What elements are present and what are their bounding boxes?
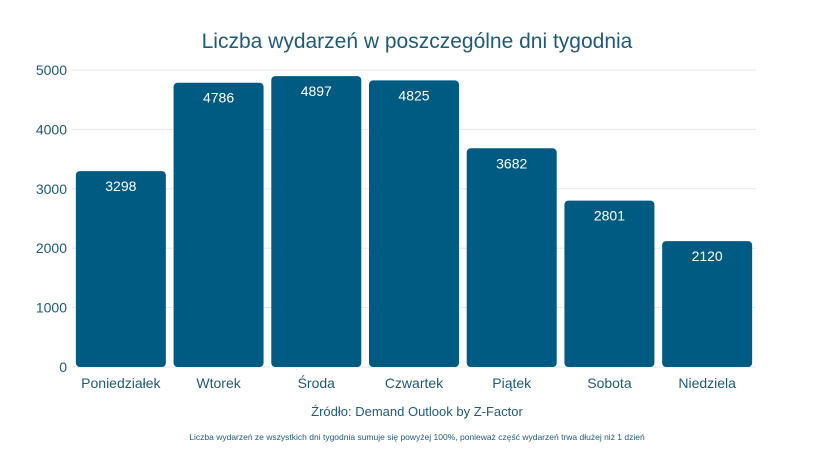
y-tick-label: 0 — [59, 359, 67, 375]
footnote: Liczba wydarzeń ze wszystkich dni tygodn… — [189, 432, 645, 442]
bar-value-label: 3682 — [496, 155, 527, 171]
y-tick-label: 2000 — [36, 240, 67, 256]
x-axis-labels: Poniedziałek Wtorek Środa Czwartek Piątek Sob… — [81, 374, 736, 391]
bar — [173, 82, 264, 367]
source-note: Źródło: Demand Outlook by Z-Factor — [311, 404, 523, 419]
y-tick-label: 5000 — [36, 62, 67, 78]
y-tick-label: 3000 — [36, 181, 67, 197]
bar — [564, 200, 655, 367]
bar-value-label: 4825 — [398, 87, 429, 103]
value-labels: 3298 4786 4897 4825 3682 2801 2120 — [105, 83, 723, 264]
bar-value-label: 2120 — [692, 248, 723, 264]
x-tick-label: Czwartek — [385, 375, 444, 391]
chart-title: Liczba wydarzeń w poszczególne dni tygod… — [202, 30, 633, 53]
bar-value-label: 4786 — [203, 90, 234, 106]
bar-value-label: 3298 — [105, 178, 136, 194]
bar — [369, 80, 459, 368]
y-tick-label: 4000 — [36, 121, 67, 137]
x-tick-label: Piątek — [492, 375, 532, 391]
bar-value-label: 4897 — [301, 83, 332, 99]
bar-value-label: 2801 — [594, 208, 625, 224]
bar — [662, 241, 753, 367]
x-tick-label: Sobota — [587, 375, 632, 391]
bars — [75, 76, 753, 368]
y-axis-ticks: 0 1000 2000 3000 4000 5000 — [36, 62, 67, 375]
x-tick-label: Wtorek — [196, 375, 241, 391]
x-tick-label: Poniedziałek — [81, 375, 161, 391]
y-tick-label: 1000 — [36, 300, 67, 316]
bar — [271, 76, 362, 368]
x-tick-label: Niedziela — [678, 375, 736, 391]
bar — [75, 171, 166, 367]
x-tick-label: Środa — [298, 374, 336, 391]
bar — [466, 148, 557, 367]
